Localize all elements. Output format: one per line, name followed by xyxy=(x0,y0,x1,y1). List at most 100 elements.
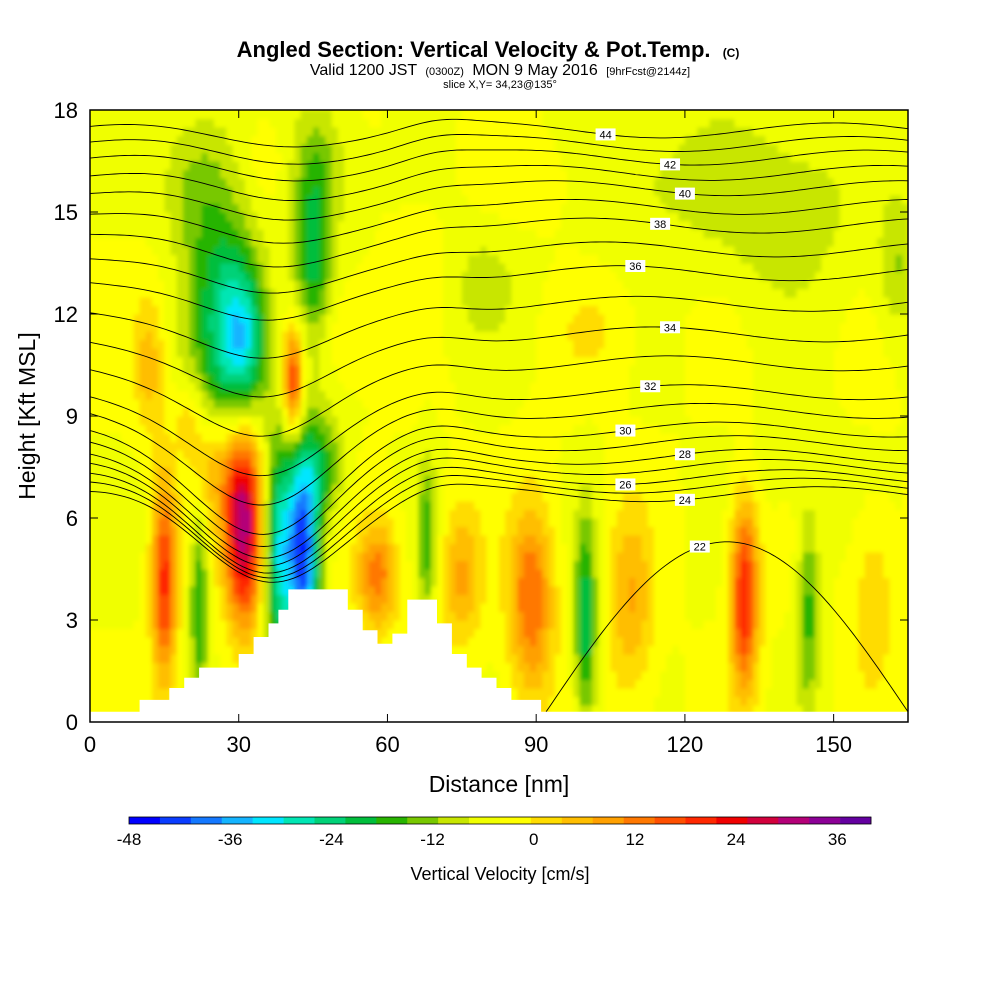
velocity-cell xyxy=(412,178,420,188)
velocity-cell xyxy=(170,526,178,536)
velocity-cell xyxy=(455,280,463,290)
velocity-cell xyxy=(344,458,351,468)
velocity-cell xyxy=(207,220,215,230)
velocity-cell xyxy=(145,535,153,545)
velocity-cell xyxy=(220,501,227,511)
velocity-cell xyxy=(430,339,438,349)
velocity-cell xyxy=(499,399,506,409)
velocity-cell xyxy=(437,127,444,137)
velocity-cell xyxy=(232,220,240,230)
velocity-cell xyxy=(238,586,246,596)
velocity-cell xyxy=(381,246,389,256)
velocity-cell xyxy=(257,433,265,443)
velocity-cell xyxy=(399,331,407,341)
velocity-cell xyxy=(443,152,451,162)
velocity-cell xyxy=(325,118,333,128)
velocity-cell xyxy=(207,254,215,264)
velocity-cell xyxy=(375,501,382,511)
velocity-cell xyxy=(195,518,203,528)
velocity-cell xyxy=(244,518,252,528)
velocity-cell xyxy=(461,535,469,545)
velocity-cell xyxy=(251,509,258,519)
velocity-cell xyxy=(313,169,320,179)
velocity-cell xyxy=(381,178,389,188)
velocity-cell xyxy=(90,543,97,553)
velocity-cell xyxy=(480,628,488,638)
velocity-cell xyxy=(164,305,172,315)
velocity-cell xyxy=(430,152,438,162)
velocity-cell xyxy=(164,458,172,468)
velocity-cell xyxy=(127,246,134,256)
velocity-cell xyxy=(486,662,494,672)
velocity-cell xyxy=(375,407,382,417)
velocity-cell xyxy=(145,552,153,562)
velocity-cell xyxy=(350,390,358,400)
velocity-cell xyxy=(406,237,413,247)
velocity-cell xyxy=(269,203,277,213)
velocity-cell xyxy=(294,237,302,247)
velocity-cell xyxy=(251,186,258,196)
velocity-cell xyxy=(387,220,395,230)
velocity-cell xyxy=(176,254,184,264)
velocity-cell xyxy=(282,518,289,528)
velocity-cell xyxy=(201,365,209,375)
velocity-cell xyxy=(511,603,519,613)
velocity-cell xyxy=(96,577,103,587)
velocity-cell xyxy=(176,475,184,485)
velocity-cell xyxy=(387,620,395,630)
velocity-cell xyxy=(300,288,308,298)
velocity-cell xyxy=(226,645,234,655)
velocity-cell xyxy=(275,424,283,434)
velocity-cell xyxy=(511,450,519,460)
velocity-cell xyxy=(120,220,128,230)
velocity-cell xyxy=(164,594,172,604)
velocity-cell xyxy=(319,518,327,528)
velocity-cell xyxy=(443,203,451,213)
velocity-cell xyxy=(511,518,519,528)
velocity-cell xyxy=(362,271,370,281)
velocity-cell xyxy=(226,662,234,672)
velocity-cell xyxy=(133,492,141,502)
velocity-cell xyxy=(189,271,196,281)
velocity-cell xyxy=(102,705,110,715)
velocity-cell xyxy=(244,484,252,494)
velocity-cell xyxy=(232,348,240,358)
velocity-cell xyxy=(344,399,351,409)
velocity-cell xyxy=(486,492,494,502)
velocity-cell xyxy=(344,161,351,171)
velocity-cell xyxy=(319,577,327,587)
velocity-cell xyxy=(337,203,345,213)
velocity-cell xyxy=(449,620,457,630)
velocity-cell xyxy=(337,186,345,196)
velocity-cell xyxy=(263,161,271,171)
velocity-cell xyxy=(164,679,172,689)
velocity-cell xyxy=(418,271,426,281)
velocity-cell xyxy=(480,322,488,332)
velocity-cell xyxy=(232,637,240,647)
velocity-cell xyxy=(139,373,147,383)
velocity-cell xyxy=(468,611,475,621)
velocity-cell xyxy=(480,390,488,400)
velocity-cell xyxy=(517,560,525,570)
velocity-cell xyxy=(375,433,382,443)
velocity-cell xyxy=(319,390,327,400)
velocity-cell xyxy=(182,526,190,536)
velocity-cell xyxy=(449,552,457,562)
velocity-cell xyxy=(505,526,512,536)
velocity-cell xyxy=(350,399,358,409)
velocity-cell xyxy=(375,535,382,545)
velocity-cell xyxy=(133,526,141,536)
velocity-cell xyxy=(195,144,203,154)
velocity-cell xyxy=(251,399,258,409)
velocity-cell xyxy=(486,161,494,171)
velocity-cell xyxy=(151,645,159,655)
velocity-cell xyxy=(406,203,413,213)
velocity-cell xyxy=(158,501,165,511)
velocity-cell xyxy=(244,365,252,375)
velocity-cell xyxy=(158,280,165,290)
velocity-cell xyxy=(238,212,246,222)
velocity-cell xyxy=(412,118,420,128)
velocity-cell xyxy=(151,484,159,494)
velocity-cell xyxy=(381,543,389,553)
velocity-cell xyxy=(393,365,401,375)
